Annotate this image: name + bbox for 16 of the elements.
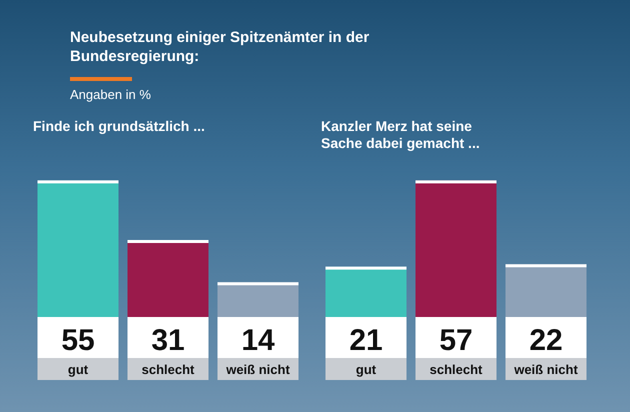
x-tick-label: weiß nicht	[513, 362, 578, 377]
data-label: 14	[241, 324, 275, 357]
x-tick-label: schlecht	[142, 362, 196, 377]
data-label: 22	[529, 324, 563, 357]
data-label: 55	[61, 324, 95, 357]
text: Finde ich grundsätzlich ...	[33, 118, 206, 136]
data-label: 21	[349, 324, 383, 357]
data-label: 57	[439, 324, 473, 357]
x-tick-label: gut	[68, 362, 89, 377]
x-tick-label: gut	[356, 362, 377, 377]
x-tick-label: schlecht	[430, 362, 484, 377]
chart-subtitle: Angaben in %	[70, 87, 151, 102]
chart-title: Kanzler Merz hat seine Sache dabei gemacht ...	[321, 118, 481, 153]
data-label: 31	[151, 324, 185, 357]
chart-title: Neubesetzung einiger Spitzenämter in der Bundesregierung:	[70, 28, 370, 66]
x-tick-label: weiß nicht	[225, 362, 290, 377]
